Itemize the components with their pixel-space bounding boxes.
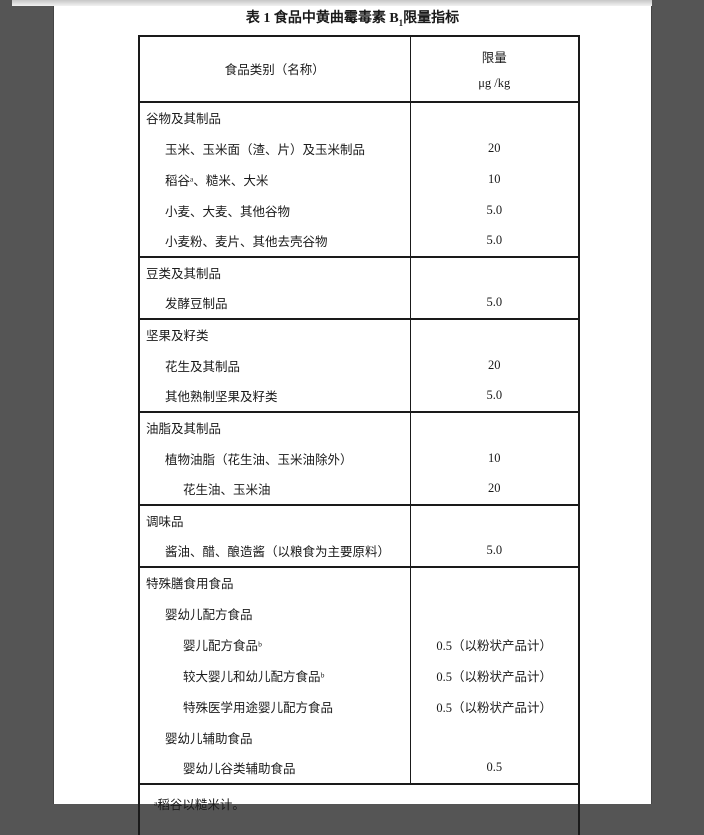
table-row: 谷物及其制品 bbox=[139, 101, 579, 133]
header-row: 食品类别（名称） 限量 μg /kg bbox=[139, 35, 579, 103]
table-row: 玉米、玉米面（渣、片）及玉米制品 20 bbox=[139, 132, 579, 164]
table-row: 特殊医学用途婴儿配方食品 0.5（以粉状产品计） bbox=[139, 690, 579, 722]
limit-value-cell: 5.0 bbox=[486, 543, 503, 558]
limit-value-cell bbox=[410, 567, 579, 598]
food-category-cell: 特殊膳食用食品 bbox=[139, 566, 411, 598]
limit-value-cell: 20 bbox=[488, 357, 501, 372]
limit-value-cell: 5.0 bbox=[486, 233, 503, 248]
table-row: 小麦、大麦、其他谷物 5.0 bbox=[139, 194, 579, 226]
food-category-cell: 稻谷ᵃ、糙米、大米 bbox=[139, 163, 411, 195]
limit-value-cell: 5.0 bbox=[486, 388, 503, 403]
table-section: 坚果及籽类 花生及其制品 20 其他熟制坚果及籽类 5.0 bbox=[139, 318, 579, 412]
limit-value-cell bbox=[410, 412, 579, 443]
footnote-row: ᵃ稻谷以糙米计。 bbox=[139, 784, 579, 835]
table-footnotes: ᵃ稻谷以糙米计。 bbox=[139, 783, 579, 835]
footnote-text: ᵃ稻谷以糙米计。 bbox=[154, 797, 245, 812]
limit-value-cell: 0.5 bbox=[486, 760, 503, 775]
table-title-main: 表 1 食品中黄曲霉毒素 B bbox=[245, 11, 399, 26]
table-row: 特殊膳食用食品 bbox=[139, 566, 579, 598]
food-category-cell: 小麦、大麦、其他谷物 bbox=[139, 194, 411, 226]
food-category-cell: 特殊医学用途婴儿配方食品 bbox=[139, 690, 411, 722]
food-category-cell: 调味品 bbox=[139, 504, 411, 536]
limit-value-cell: 5.0 bbox=[486, 295, 503, 310]
limit-value-cell: 5.0 bbox=[486, 202, 503, 217]
limit-value-cell bbox=[410, 722, 579, 753]
food-category-cell: 其他熟制坚果及籽类 bbox=[139, 380, 411, 412]
limit-value-cell: 0.5（以粉状产品计） bbox=[436, 669, 553, 684]
limit-value-cell: 10 bbox=[488, 450, 501, 465]
table-row: 坚果及籽类 bbox=[139, 318, 579, 350]
limits-table: 食品类别（名称） 限量 μg /kg 谷物及其制品 玉米、玉米面（渣、片）及玉米制… bbox=[138, 34, 580, 835]
limit-value-cell: 0.5（以粉状产品计） bbox=[436, 638, 553, 653]
table-row: 油脂及其制品 bbox=[139, 411, 579, 443]
limit-header-unit: μg /kg bbox=[478, 75, 511, 90]
limit-value-cell bbox=[410, 102, 579, 133]
table-row: 小麦粉、麦片、其他去壳谷物 5.0 bbox=[139, 225, 579, 257]
table-section: 油脂及其制品 植物油脂（花生油、玉米油除外） 10 花生油、玉米油 20 bbox=[139, 411, 579, 505]
limit-value-cell: 20 bbox=[488, 481, 501, 496]
limit-header-label: 限量 bbox=[481, 50, 507, 65]
table-row: 酱油、醋、酿造酱（以粮食为主要原料） 5.0 bbox=[139, 535, 579, 567]
table-row: 花生及其制品 20 bbox=[139, 349, 579, 381]
table-row: 稻谷ᵃ、糙米、大米 10 bbox=[139, 163, 579, 195]
table-header: 食品类别（名称） 限量 μg /kg bbox=[139, 35, 579, 103]
food-category-header: 食品类别（名称） bbox=[139, 35, 411, 103]
toolbar-edge-strip bbox=[12, 0, 652, 6]
food-category-cell: 花生及其制品 bbox=[139, 349, 411, 381]
limit-value-cell bbox=[410, 319, 579, 350]
table-row: 婴幼儿辅助食品 bbox=[139, 721, 579, 753]
table-title-tail: 限量指标 bbox=[403, 11, 460, 26]
food-category-cell: 花生油、玉米油 bbox=[139, 473, 411, 505]
food-category-cell: 豆类及其制品 bbox=[139, 256, 411, 288]
limit-value-cell bbox=[410, 598, 579, 629]
table-row: 婴儿配方食品ᵇ 0.5（以粉状产品计） bbox=[139, 628, 579, 660]
food-category-cell: 玉米、玉米面（渣、片）及玉米制品 bbox=[139, 132, 411, 164]
limit-value-cell: 0.5（以粉状产品计） bbox=[436, 700, 553, 715]
table-section: 谷物及其制品 玉米、玉米面（渣、片）及玉米制品 20 稻谷ᵃ、糙米、大米 10 小麦、大麦… bbox=[139, 101, 579, 257]
food-category-cell: 谷物及其制品 bbox=[139, 101, 411, 133]
table-row: 调味品 bbox=[139, 504, 579, 536]
limit-header: 限量 μg /kg bbox=[410, 35, 579, 103]
food-category-cell: 酱油、醋、酿造酱（以粮食为主要原料） bbox=[139, 535, 411, 567]
food-category-cell: 较大婴儿和幼儿配方食品ᵇ bbox=[139, 659, 411, 691]
table-section: 特殊膳食用食品 婴幼儿配方食品 婴儿配方食品ᵇ 0.5（以粉状产品计） 较大婴儿和幼儿配… bbox=[139, 566, 579, 784]
food-category-cell: 婴幼儿谷类辅助食品 bbox=[139, 752, 411, 784]
limit-value-cell: 20 bbox=[488, 140, 501, 155]
limit-value-cell bbox=[410, 505, 579, 536]
food-category-cell: 油脂及其制品 bbox=[139, 411, 411, 443]
document-page: 表 1 食品中黄曲霉毒素 B1限量指标 食品类别（名称） 限量 μg /kg 谷… bbox=[54, 6, 651, 835]
table-row: 婴幼儿谷类辅助食品 0.5 bbox=[139, 752, 579, 784]
limit-value-cell bbox=[410, 257, 579, 288]
table-row: 植物油脂（花生油、玉米油除外） 10 bbox=[139, 442, 579, 474]
table-row: 发酵豆制品 5.0 bbox=[139, 287, 579, 319]
food-category-cell: 小麦粉、麦片、其他去壳谷物 bbox=[139, 225, 411, 257]
table-row: 花生油、玉米油 20 bbox=[139, 473, 579, 505]
table-row: 豆类及其制品 bbox=[139, 256, 579, 288]
table-row: 较大婴儿和幼儿配方食品ᵇ 0.5（以粉状产品计） bbox=[139, 659, 579, 691]
food-category-cell: 婴幼儿配方食品 bbox=[139, 597, 411, 629]
food-category-cell: 坚果及籽类 bbox=[139, 318, 411, 350]
table-section: 调味品 酱油、醋、酿造酱（以粮食为主要原料） 5.0 bbox=[139, 504, 579, 567]
table-section: 豆类及其制品 发酵豆制品 5.0 bbox=[139, 256, 579, 319]
viewer-background: { "viewer": { "background_color": "#5555… bbox=[12, 0, 652, 835]
food-category-cell: 发酵豆制品 bbox=[139, 287, 411, 319]
limit-value-cell: 10 bbox=[488, 171, 501, 186]
table-row: 其他熟制坚果及籽类 5.0 bbox=[139, 380, 579, 412]
food-category-cell: 植物油脂（花生油、玉米油除外） bbox=[139, 442, 411, 474]
food-category-cell: 婴幼儿辅助食品 bbox=[139, 721, 411, 753]
table-title-subscript: 1 bbox=[398, 17, 404, 28]
table-title: 表 1 食品中黄曲霉毒素 B1限量指标 bbox=[54, 6, 651, 31]
table-row: 婴幼儿配方食品 bbox=[139, 597, 579, 629]
food-category-cell: 婴儿配方食品ᵇ bbox=[139, 628, 411, 660]
